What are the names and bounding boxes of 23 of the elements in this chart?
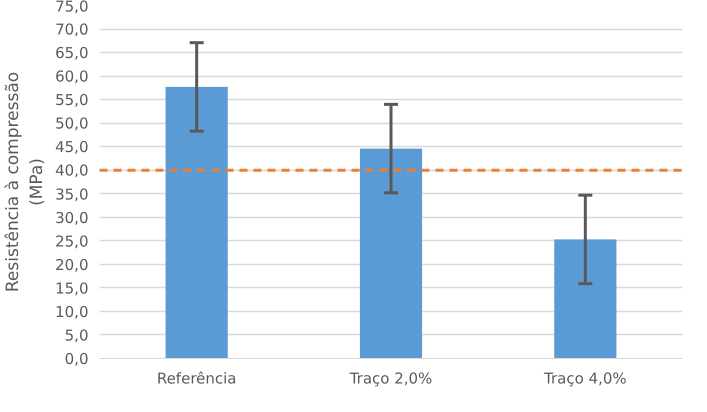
x-tick-label: Traço 2,0% (348, 370, 432, 388)
y-tick-label: 55,0 (55, 91, 89, 110)
y-tick-label: 50,0 (55, 114, 89, 133)
y-tick-label: 70,0 (55, 20, 89, 39)
bar (360, 148, 422, 358)
y-tick-label: 5,0 (64, 326, 89, 344)
y-tick-label: 10,0 (55, 302, 89, 321)
y-axis-title: Resistência à compressão (MPa) (3, 72, 48, 292)
y-tick-label: 35,0 (55, 185, 89, 204)
y-tick-label: 75,0 (55, 0, 89, 16)
x-tick-label: Traço 4,0% (543, 370, 627, 388)
y-tick-label: 60,0 (55, 68, 89, 86)
x-tick-label: Referência (156, 370, 237, 388)
y-tick-label: 25,0 (55, 232, 89, 250)
bar (166, 86, 228, 358)
bar (554, 239, 616, 358)
y-tick-label: 40,0 (55, 162, 89, 180)
y-tick-label: 20,0 (55, 256, 89, 274)
y-tick-label: 15,0 (55, 279, 89, 298)
y-tick-label: 65,0 (55, 44, 89, 62)
y-tick-label: 45,0 (55, 138, 89, 156)
y-tick-label: 0,0 (64, 350, 89, 368)
y-tick-label: 30,0 (55, 208, 89, 227)
